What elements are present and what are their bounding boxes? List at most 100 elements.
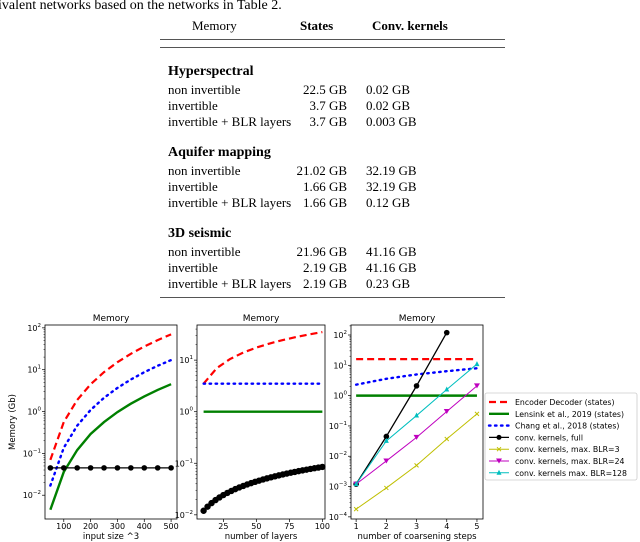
legend-label: conv. kernels, max. BLR=24 (515, 457, 625, 466)
plot-frame (44, 324, 178, 520)
header-states: States (300, 18, 334, 33)
conv-kernels-value: 0.23 GB (366, 276, 411, 291)
data-point (443, 329, 450, 336)
x-tick-label: 100 (56, 522, 71, 531)
section-title: 3D seismic (168, 226, 232, 241)
data-point (444, 386, 450, 392)
data-point (443, 408, 450, 414)
series-line-full (355, 332, 448, 485)
y-tick-label: 100 (333, 391, 347, 401)
data-point (353, 481, 359, 487)
data-point (319, 463, 326, 471)
legend-label: Encoder Decoder (states) (515, 398, 615, 407)
y-tick-label: 101 (179, 355, 193, 365)
y-tick-label: 10−3 (329, 482, 348, 492)
states-value: 3.7 GB (309, 114, 347, 129)
states-value: 3.7 GB (309, 98, 347, 113)
data-point (141, 465, 148, 471)
data-point (47, 465, 54, 471)
legend-marker (496, 469, 502, 475)
series-line-chang (354, 367, 479, 386)
states-value: 1.66 GB (302, 195, 347, 210)
x-axis-label: number of coarsening steps (357, 532, 477, 542)
plot-frame (350, 324, 484, 520)
x-tick-label: 5 (474, 522, 479, 531)
data-point (154, 465, 161, 471)
legend-label: conv. kernels, max. BLR=3 (515, 445, 620, 454)
x-tick-label: 3 (414, 522, 419, 531)
data-point (114, 465, 121, 471)
y-tick-label: 10−1 (175, 458, 193, 468)
chart-1: Memory 100 200 300 400 500 10−2 10−1 100 101 102 in… (8, 314, 179, 542)
header-rule (160, 47, 505, 48)
conv-kernels-value: 0.003 GB (366, 114, 417, 129)
y-tick-label: 100 (27, 407, 41, 417)
data-point (414, 463, 419, 468)
data-point (353, 506, 359, 512)
conv-kernels-value: 41.16 GB (366, 260, 417, 275)
row-label: invertible + BLR layers (168, 114, 292, 129)
x-tick-label: 75 (284, 522, 294, 531)
conv-kernels-value: 0.02 GB (366, 82, 411, 97)
x-tick-label: 4 (444, 522, 449, 531)
row-label: non invertible (168, 244, 241, 259)
y-tick-label: 10−2 (175, 510, 193, 520)
y-tick-label: 100 (179, 407, 193, 417)
section-title: Aquifer mapping (168, 145, 271, 160)
conv-kernels-value: 32.19 GB (366, 163, 417, 178)
data-point (413, 383, 420, 389)
series-line-full (203, 466, 323, 512)
conv-kernels-value: 0.12 GB (366, 195, 411, 210)
y-tick-label: 10−1 (329, 421, 347, 431)
y-tick-label: 10−2 (329, 451, 347, 461)
legend-marker (496, 446, 502, 452)
legend-label: conv. kernels max. BLR=128 (515, 469, 627, 478)
row-label: non invertible (168, 82, 241, 97)
data-point (74, 465, 80, 471)
x-tick-label: 2 (384, 522, 389, 531)
y-tick-label: 101 (333, 360, 347, 370)
row-label: invertible (168, 179, 218, 194)
y-axis-label: Memory (Gb) (8, 394, 18, 450)
plot-frame (196, 324, 326, 520)
data-point (383, 433, 390, 440)
states-value: 21.96 GB (296, 244, 347, 259)
y-tick-label: 102 (27, 323, 41, 333)
legend-label: Lensink et al., 2019 (states) (515, 410, 624, 419)
legend-label: conv. kernels, full (515, 433, 583, 442)
data-point (60, 465, 67, 471)
header-memory: Memory (192, 18, 237, 33)
states-value: 2.19 GB (302, 276, 347, 291)
chart-2: Memory 25 50 75 100 10−2 10−1 100 101 number of l… (175, 314, 330, 542)
series-line-lens (49, 383, 172, 511)
data-point (474, 411, 480, 417)
chart-3: Memory 1 2 3 4 5 10−4 10−3 10−2 10−1 100 101 102 numb… (329, 314, 484, 542)
states-value: 2.19 GB (302, 260, 347, 275)
row-label: invertible (168, 260, 218, 275)
legend-marker (496, 458, 502, 464)
conv-kernels-value: 41.16 GB (366, 244, 417, 259)
x-tick-label: 25 (218, 522, 228, 531)
top-rule (160, 39, 505, 40)
data-point (383, 458, 390, 464)
bottom-rule (160, 297, 505, 298)
series-line-enc (49, 333, 172, 461)
x-tick-label: 300 (110, 522, 125, 531)
x-tick-label: 200 (83, 522, 98, 531)
chart-title: Memory (399, 314, 436, 324)
row-label: invertible (168, 98, 218, 113)
data-point (413, 434, 420, 440)
x-tick-label: 400 (137, 522, 152, 531)
data-point (168, 465, 174, 471)
series-line-blr3 (355, 413, 478, 510)
conv-kernels-value: 32.19 GB (366, 179, 417, 194)
x-axis-label: input size ^3 (83, 532, 139, 542)
y-tick-label: 101 (27, 365, 41, 375)
x-tick-label: 50 (251, 522, 261, 531)
intro-text: ivalent networks based on the networks i… (0, 0, 282, 13)
y-tick-label: 102 (333, 330, 347, 340)
x-tick-label: 500 (163, 522, 178, 531)
x-tick-label: 100 (315, 522, 330, 531)
y-tick-label: 10−4 (329, 512, 348, 522)
